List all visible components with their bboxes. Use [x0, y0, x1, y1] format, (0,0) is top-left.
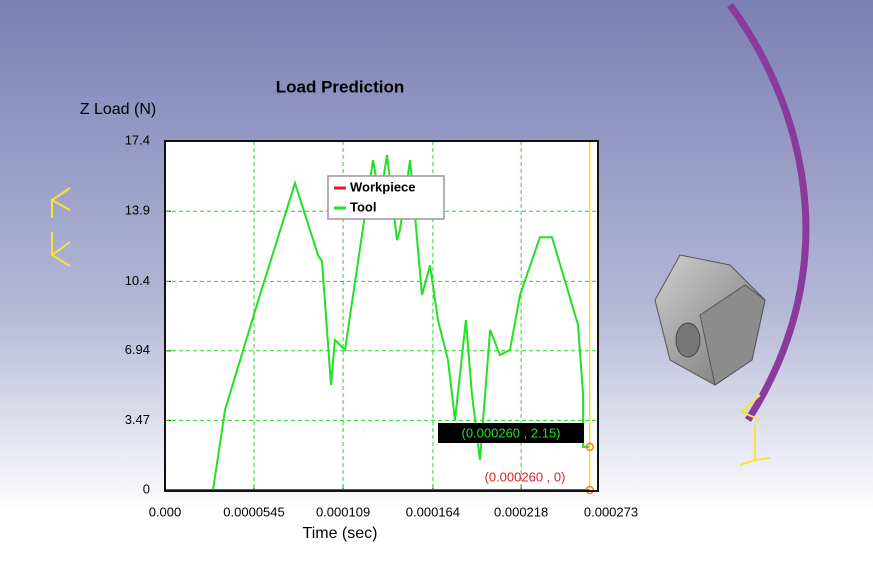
y-tick-label: 3.47 — [125, 412, 150, 427]
chart-title: Load Prediction — [276, 77, 404, 96]
x-tick-label: 0.000218 — [494, 504, 548, 519]
y-tick-label: 10.4 — [125, 273, 150, 288]
x-tick-label: 0.000164 — [406, 504, 460, 519]
y-tick-label: 0 — [143, 481, 150, 496]
annotation: (0.000260 , 0) — [485, 469, 566, 484]
chart: Load Prediction Z Load (N) Time (sec) 0 3… — [0, 0, 873, 559]
x-tick-label: 0.000109 — [316, 504, 370, 519]
annotation: (0.000260 , 2.15) — [461, 425, 560, 440]
y-axis-label: Z Load (N) — [80, 101, 156, 118]
x-tick-label: 0.000273 — [584, 504, 638, 519]
x-tick-label: 0.0000545 — [223, 504, 284, 519]
x-tick-label: 0.000 — [149, 504, 182, 519]
y-tick-label: 6.94 — [125, 342, 150, 357]
legend-label: Workpiece — [350, 179, 416, 194]
x-axis-label: Time (sec) — [303, 525, 378, 542]
legend-label: Tool — [350, 199, 376, 214]
y-tick-label: 13.9 — [125, 203, 150, 218]
y-tick-label: 17.4 — [125, 132, 150, 147]
page: {"chart_data": { "type": "line", "title"… — [0, 0, 873, 559]
